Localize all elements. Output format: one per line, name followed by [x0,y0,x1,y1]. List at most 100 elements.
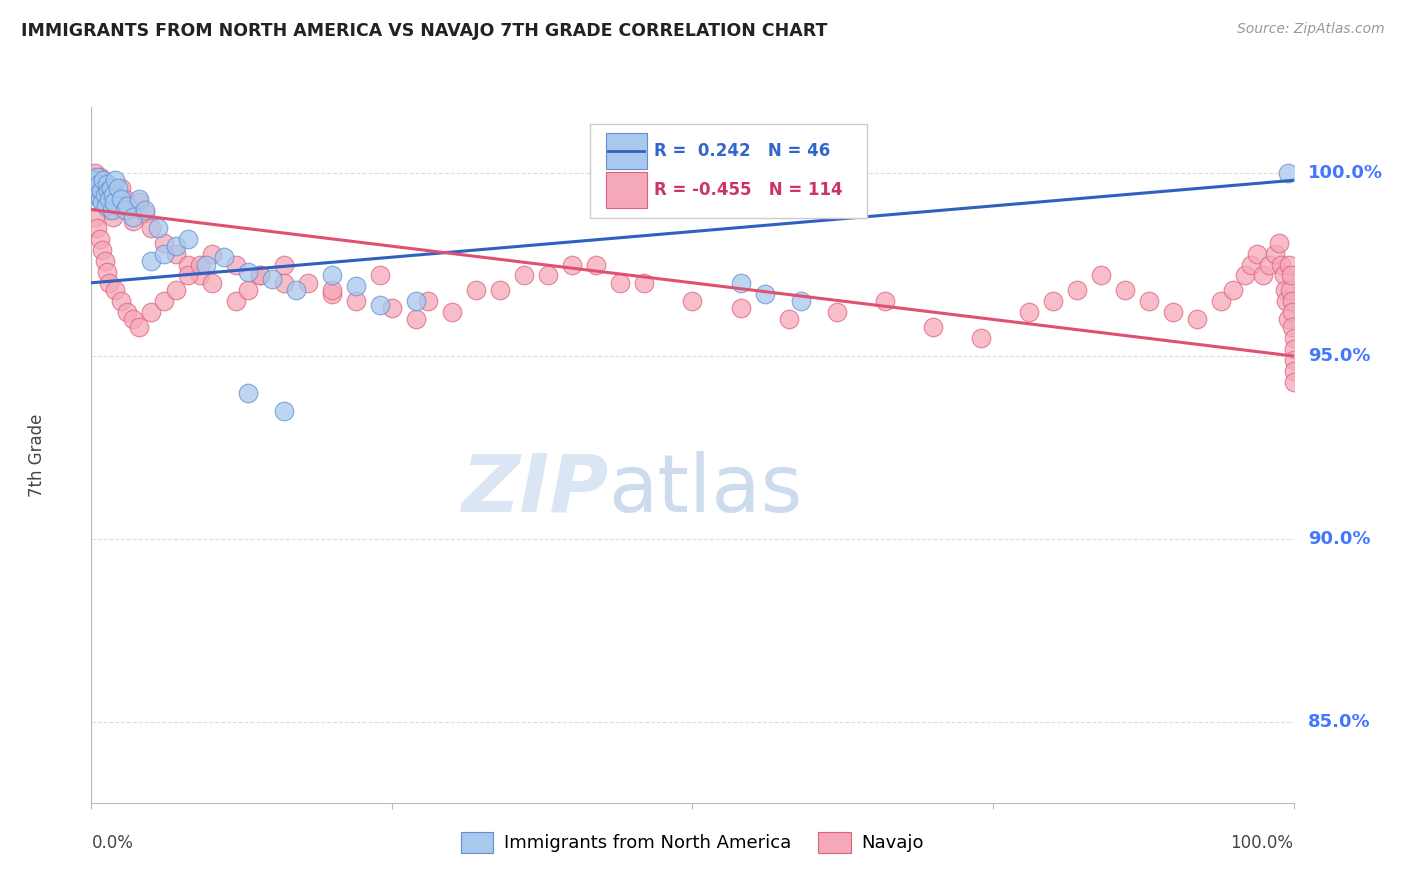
Point [104,283,127,297]
Point [273,404,295,418]
Point [212,250,235,264]
Point [176,258,198,272]
Point [110,192,132,206]
FancyBboxPatch shape [606,133,647,169]
Point [633,276,655,290]
Point [1282,331,1305,345]
Point [440,305,463,319]
Text: 95.0%: 95.0% [1308,347,1371,365]
Point [1277,312,1299,326]
Point [141,220,163,235]
Point [368,268,391,283]
Point [236,265,259,279]
Point [103,195,125,210]
Point [90,177,112,191]
FancyBboxPatch shape [591,124,866,219]
Point [96,265,118,279]
Point [1281,319,1303,334]
Point [110,180,132,194]
Point [381,301,404,316]
Point [201,276,224,290]
Point [96,177,118,191]
Point [89,169,111,184]
Point [96,177,118,191]
Point [86,180,108,194]
Point [1246,246,1268,260]
Point [1187,312,1209,326]
Point [188,258,211,272]
Point [194,258,217,272]
Point [84,173,107,187]
Point [1282,375,1305,389]
Point [465,283,488,297]
Point [970,331,993,345]
Point [86,169,108,184]
Point [1090,268,1112,283]
Point [405,294,427,309]
Point [98,202,121,217]
Point [561,258,583,272]
Point [134,202,156,217]
Text: 7th Grade: 7th Grade [28,413,46,497]
Point [117,199,139,213]
Point [141,305,163,319]
Point [1018,305,1040,319]
Point [1272,268,1295,283]
Point [84,166,107,180]
Point [86,220,108,235]
Point [122,210,145,224]
Point [107,180,129,194]
Point [730,301,752,316]
Point [284,283,307,297]
Point [1042,294,1064,309]
Point [1275,294,1298,309]
Text: IMMIGRANTS FROM NORTH AMERICA VS NAVAJO 7TH GRADE CORRELATION CHART: IMMIGRANTS FROM NORTH AMERICA VS NAVAJO … [21,22,828,40]
Point [273,276,295,290]
Point [101,210,124,224]
Point [249,268,271,283]
Text: 0.0%: 0.0% [91,834,134,852]
Point [1281,305,1303,319]
Point [101,202,124,217]
Text: R = -0.455   N = 114: R = -0.455 N = 114 [654,181,842,199]
Point [101,192,124,206]
Point [1270,258,1292,272]
Point [681,294,703,309]
Point [201,246,224,260]
Point [236,385,259,400]
Point [84,180,107,194]
Point [128,192,150,206]
Point [1114,283,1136,297]
Point [152,246,174,260]
Text: atlas: atlas [609,450,803,529]
Point [146,220,169,235]
Point [114,192,136,206]
Point [873,294,896,309]
Point [754,286,776,301]
Point [1278,283,1301,297]
Point [1279,268,1302,283]
Point [1278,258,1301,272]
Point [104,188,127,202]
Point [110,294,132,309]
Point [1274,283,1296,297]
Text: 100.0%: 100.0% [1230,834,1294,852]
Point [585,258,607,272]
Point [225,294,247,309]
Point [405,312,427,326]
Point [91,243,114,257]
Point [368,298,391,312]
Point [98,192,121,206]
Point [1282,364,1305,378]
Point [94,199,117,213]
Point [93,184,115,198]
Point [134,206,156,220]
Point [260,272,283,286]
Point [91,192,114,206]
Point [93,253,115,268]
Point [141,253,163,268]
Point [91,195,114,210]
Point [297,276,319,290]
Point [89,232,111,246]
Point [89,192,111,206]
